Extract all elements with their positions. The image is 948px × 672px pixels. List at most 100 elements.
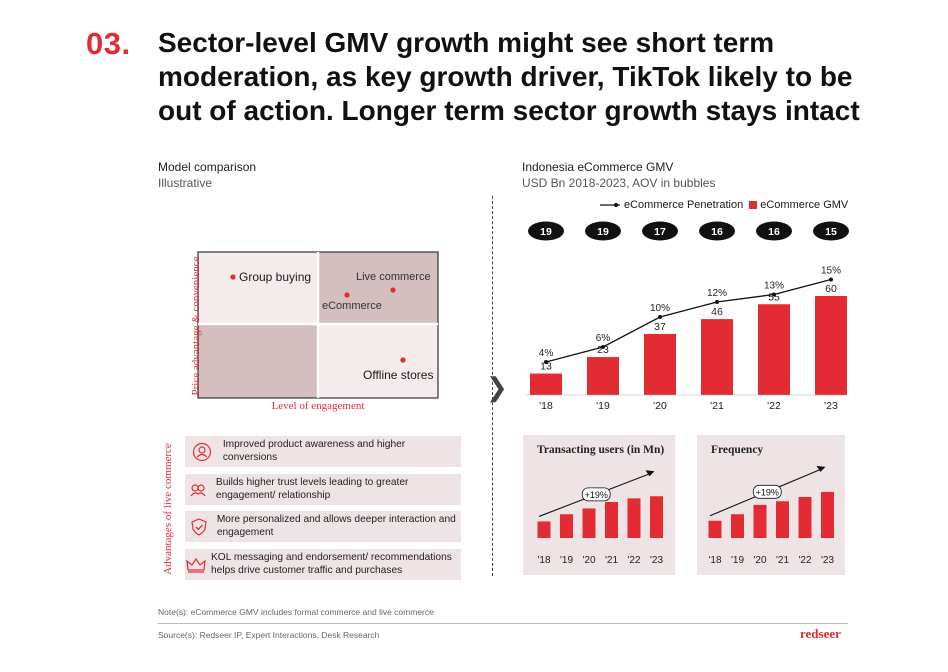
aov-bubble-label: 16 [711, 226, 723, 238]
small-bar [798, 496, 812, 538]
gmv-bar [758, 304, 790, 395]
penetration-label: 12% [707, 288, 727, 299]
aov-bubble-label: 17 [654, 226, 666, 238]
penetration-label: 4% [539, 348, 554, 359]
x-tick-label: '20 [753, 555, 766, 566]
penetration-label: 10% [650, 303, 670, 314]
penetration-point [715, 300, 719, 304]
x-tick-label: '23 [824, 400, 838, 412]
frequency-chart-title: Frequency [711, 444, 764, 456]
advantage-row: KOL messaging and endorsement/ recommend… [185, 549, 461, 580]
advantage-text: KOL messaging and endorsement/ recommend… [211, 552, 452, 576]
aov-bubble [813, 221, 849, 241]
quadrant-bottom-left [198, 324, 318, 398]
users-chart-panel [523, 435, 675, 575]
aov-bubble [528, 221, 564, 241]
legend-line-swatch [600, 203, 620, 207]
x-tick-label: '20 [653, 400, 667, 412]
small-bar [560, 514, 573, 538]
gmv-bar [587, 357, 619, 395]
crown-icon [185, 556, 207, 574]
chevron-right-icon: ❯ [486, 372, 508, 402]
trend-arrow-head [816, 465, 826, 472]
advantage-row: More personalized and allows deeper inte… [185, 511, 461, 542]
x-tick-label: '18 [539, 400, 553, 412]
small-bar [627, 498, 641, 538]
aov-bubble [756, 221, 792, 241]
matrix-label-live-commerce: Live commerce [356, 271, 431, 283]
model-comparison-subtitle: Illustrative [158, 176, 213, 190]
small-bar [753, 504, 767, 538]
frequency-chart: '18 '19 '20 '21 '22 '23 +19% [708, 465, 834, 566]
penetration-point [772, 292, 776, 297]
x-tick-label: '22 [767, 400, 781, 412]
x-tick-label: '20 [582, 555, 595, 566]
gmv-value-label: 55 [768, 291, 780, 303]
quadrant-top-right [318, 252, 438, 324]
brand-logo: redseer [800, 626, 841, 641]
matrix-label-offline-stores: Offline stores [363, 368, 434, 382]
gmv-value-label: 23 [597, 344, 609, 356]
x-tick-label: '21 [605, 555, 618, 566]
penetration-point [829, 277, 833, 282]
advantage-text: Builds higher trust levels leading to gr… [215, 477, 409, 501]
small-bar [731, 514, 744, 538]
cagr-badge [752, 484, 782, 499]
aov-bubble [585, 221, 621, 241]
gmv-value-label: 60 [825, 283, 837, 295]
small-bar [537, 521, 551, 538]
small-bar [708, 520, 722, 538]
gmv-chart-subtitle: USD Bn 2018-2023, AOV in bubbles [522, 176, 716, 190]
x-tick-label: '19 [731, 555, 744, 566]
model-comparison-title: Model comparison [158, 160, 257, 174]
aov-bubble-label: 19 [540, 226, 552, 238]
chart-legend: eCommerce Penetration eCommerce GMV [600, 199, 848, 211]
small-bar [776, 501, 789, 538]
aov-bubble [642, 221, 678, 241]
awareness-icon [185, 442, 219, 462]
offline-stores-dot [400, 357, 406, 363]
footer-divider [158, 623, 848, 624]
advantages-side-label: Advantages of live commerce [162, 443, 174, 575]
penetration-point [601, 345, 605, 349]
gmv-bar [701, 319, 733, 395]
group-buying-dot [230, 274, 236, 280]
gmv-chart: 13 '18 19 23 '19 19 37 '20 17 46 '21 16 55 '22 16 60 '23… [526, 221, 849, 412]
gmv-value-label: 37 [654, 321, 666, 333]
advantage-text: Improved product awareness and higher co… [222, 439, 406, 463]
shield-check-icon [185, 517, 213, 537]
quadrant-top-left [198, 252, 318, 324]
cagr-label: +19% [756, 487, 779, 497]
advantage-text: More personalized and allows deeper inte… [216, 514, 456, 538]
section-divider [492, 196, 493, 576]
gmv-value-label: 46 [711, 306, 723, 318]
x-tick-label: '21 [710, 400, 724, 412]
gmv-bar [644, 333, 676, 395]
x-tick-label: '18 [537, 555, 550, 566]
x-tick-label: '19 [560, 555, 573, 566]
x-tick-label: '18 [708, 555, 721, 566]
legend-bar-label: eCommerce GMV [760, 199, 849, 211]
users-chart: '18 '19 '20 '21 '22 '23 +19% [537, 470, 663, 566]
page-title: Sector-level GMV growth might see short … [158, 27, 860, 126]
matrix-label-ecommerce: eCommerce [322, 300, 382, 312]
penetration-label: 6% [596, 333, 611, 344]
frequency-chart-panel [697, 435, 845, 575]
trend-arrow-head [645, 470, 655, 477]
advantage-row: Builds higher trust levels leading to gr… [185, 474, 461, 505]
small-bar [582, 508, 596, 538]
footer-source: Source(s): Redseer IP, Expert Interactio… [158, 630, 380, 640]
legend-bar-swatch [749, 201, 758, 209]
small-bar [650, 496, 663, 538]
footer-note: Note(s): eCommerce GMV includes formal c… [158, 607, 434, 617]
small-bar [821, 491, 834, 538]
small-bar [605, 502, 618, 538]
x-tick-label: '22 [798, 555, 811, 566]
gmv-chart-title: Indonesia eCommerce GMV [522, 160, 674, 174]
penetration-point [658, 315, 662, 319]
x-tick-label: '23 [821, 555, 834, 566]
penetration-point [544, 360, 548, 364]
penetration-line [545, 278, 832, 363]
x-tick-label: '19 [596, 400, 610, 412]
section-number: 03. [86, 26, 131, 61]
